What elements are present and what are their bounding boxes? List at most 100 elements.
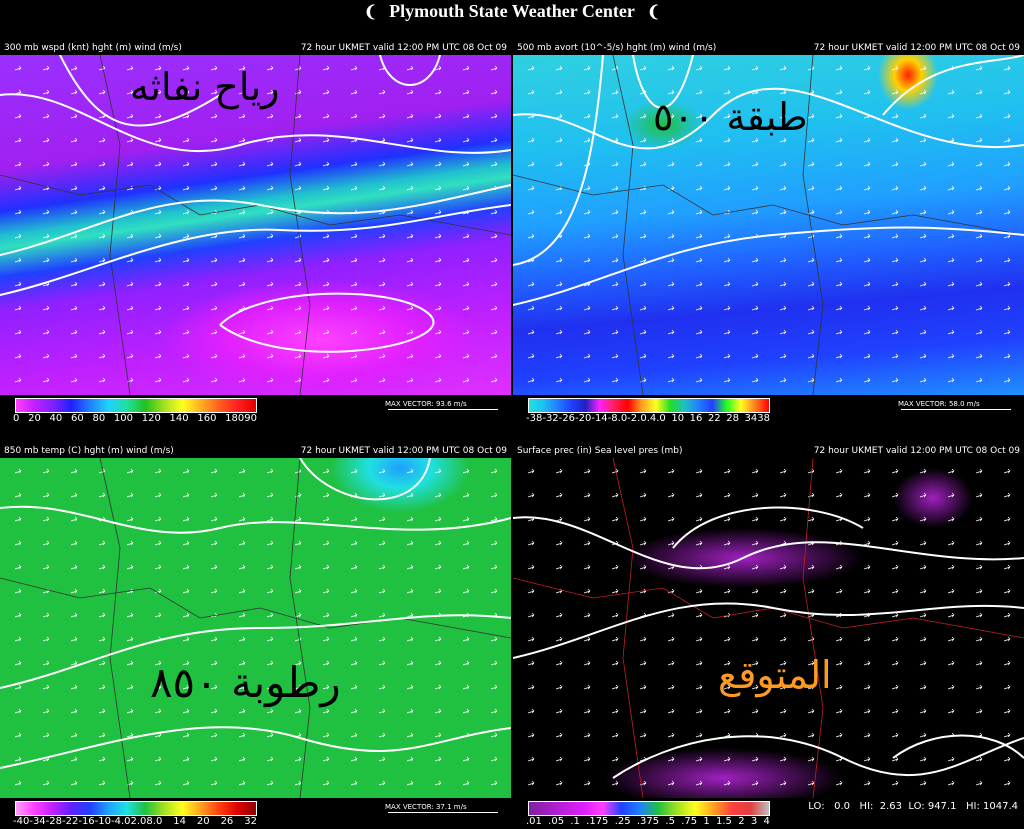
wind-arrow (583, 612, 591, 618)
wind-arrow (975, 468, 983, 474)
wind-arrow (527, 137, 535, 143)
wind-arrow (667, 588, 675, 594)
wind-arrow (723, 113, 731, 119)
wind-arrow (154, 516, 162, 522)
wind-arrow (723, 353, 731, 359)
wind-arrow (42, 612, 50, 618)
wind-arrow (322, 732, 330, 738)
wind-arrow (583, 684, 591, 690)
wind-arrow (695, 660, 703, 666)
colorbar-labels: .01 .05 .1 .175 .25 .375 .5 .75 1 1.5 2 3 4 (526, 816, 770, 828)
wind-arrow (751, 516, 759, 522)
wind-arrow (835, 257, 843, 263)
wind-arrow (695, 305, 703, 311)
wind-arrow (807, 353, 815, 359)
wind-arrow (555, 89, 563, 95)
wind-arrow (294, 113, 302, 119)
wind-arrow (695, 113, 703, 119)
wind-arrow (98, 185, 106, 191)
wind-arrow (975, 708, 983, 714)
panel-header: Surface prec (in) Sea level pres (mb) 72 … (517, 445, 1020, 457)
wind-arrow (555, 377, 563, 383)
colorbar-label: 160 (197, 413, 217, 424)
wind-arrow (779, 281, 787, 287)
wind-arrow (322, 684, 330, 690)
wind-arrow (238, 161, 246, 167)
wind-arrow (126, 281, 134, 287)
colorbar (528, 398, 770, 413)
wind-arrow (807, 564, 815, 570)
wind-arrow (807, 329, 815, 335)
contour (59, 55, 221, 127)
wind-arrow (807, 233, 815, 239)
wind-arrow (490, 305, 498, 311)
wind-arrow (238, 65, 246, 71)
wind-arrow (779, 780, 787, 786)
wind-arrow (807, 516, 815, 522)
wind-arrow (210, 65, 218, 71)
wind-arrow (406, 540, 414, 546)
contour (0, 614, 511, 689)
wind-arrow (863, 305, 871, 311)
wind-arrow (350, 353, 358, 359)
colorbar-label: .175 (586, 816, 609, 827)
wind-arrow (863, 780, 871, 786)
panel-header: 500 mb avort (10^-5/s) hght (m) wind (m/… (517, 42, 1020, 54)
wind-arrow (779, 113, 787, 119)
wind-arrow (406, 636, 414, 642)
wind-arrow (583, 257, 591, 263)
wind-arrow (350, 377, 358, 383)
wind-arrow (350, 233, 358, 239)
wind-arrow (555, 756, 563, 762)
wind-arrow (1003, 233, 1011, 239)
wind-arrow (695, 780, 703, 786)
wind-arrow (975, 588, 983, 594)
wind-arrow (835, 636, 843, 642)
wind-arrow (891, 588, 899, 594)
wind-arrow (527, 756, 535, 762)
wind-arrow (14, 113, 22, 119)
wind-arrow (210, 708, 218, 714)
wind-arrow (1003, 113, 1011, 119)
wind-arrow (266, 353, 274, 359)
wind-arrow (527, 233, 535, 239)
wind-arrow (126, 137, 134, 143)
wind-arrow (1003, 636, 1011, 642)
colorbar-label: -40-34-28-22-16-10-4.02.08.0 (13, 816, 163, 827)
wind-arrow (611, 780, 619, 786)
wind-arrow (723, 636, 731, 642)
wind-arrow (378, 588, 386, 594)
wind-arrow (294, 89, 302, 95)
wind-arrow (266, 708, 274, 714)
wind-arrow (490, 89, 498, 95)
wind-arrow (975, 492, 983, 498)
wind-arrow (527, 492, 535, 498)
wind-arrow (266, 660, 274, 666)
wind-arrow (835, 780, 843, 786)
wind-arrow (527, 305, 535, 311)
wind-arrow (462, 516, 470, 522)
wind-arrow (919, 492, 927, 498)
wind-arrow (98, 612, 106, 618)
wind-arrow (182, 636, 190, 642)
wind-arrow (863, 492, 871, 498)
wind-arrow (667, 329, 675, 335)
wind-arrow (583, 636, 591, 642)
wind-arrow (490, 588, 498, 594)
wind-arrow (751, 468, 759, 474)
wind-arrow (779, 377, 787, 383)
contour (219, 292, 435, 353)
wind-arrow (406, 780, 414, 786)
wind-arrow (350, 185, 358, 191)
wind-arrow (919, 516, 927, 522)
wind-arrow (667, 492, 675, 498)
wind-arrow (1003, 492, 1011, 498)
wind-arrow (779, 612, 787, 618)
wind-arrow (891, 612, 899, 618)
wind-arrow (70, 377, 78, 383)
wind-arrow (126, 660, 134, 666)
wind-arrow (434, 756, 442, 762)
wind-arrow (490, 65, 498, 71)
wind-arrow (294, 185, 302, 191)
wind-arrow (462, 89, 470, 95)
